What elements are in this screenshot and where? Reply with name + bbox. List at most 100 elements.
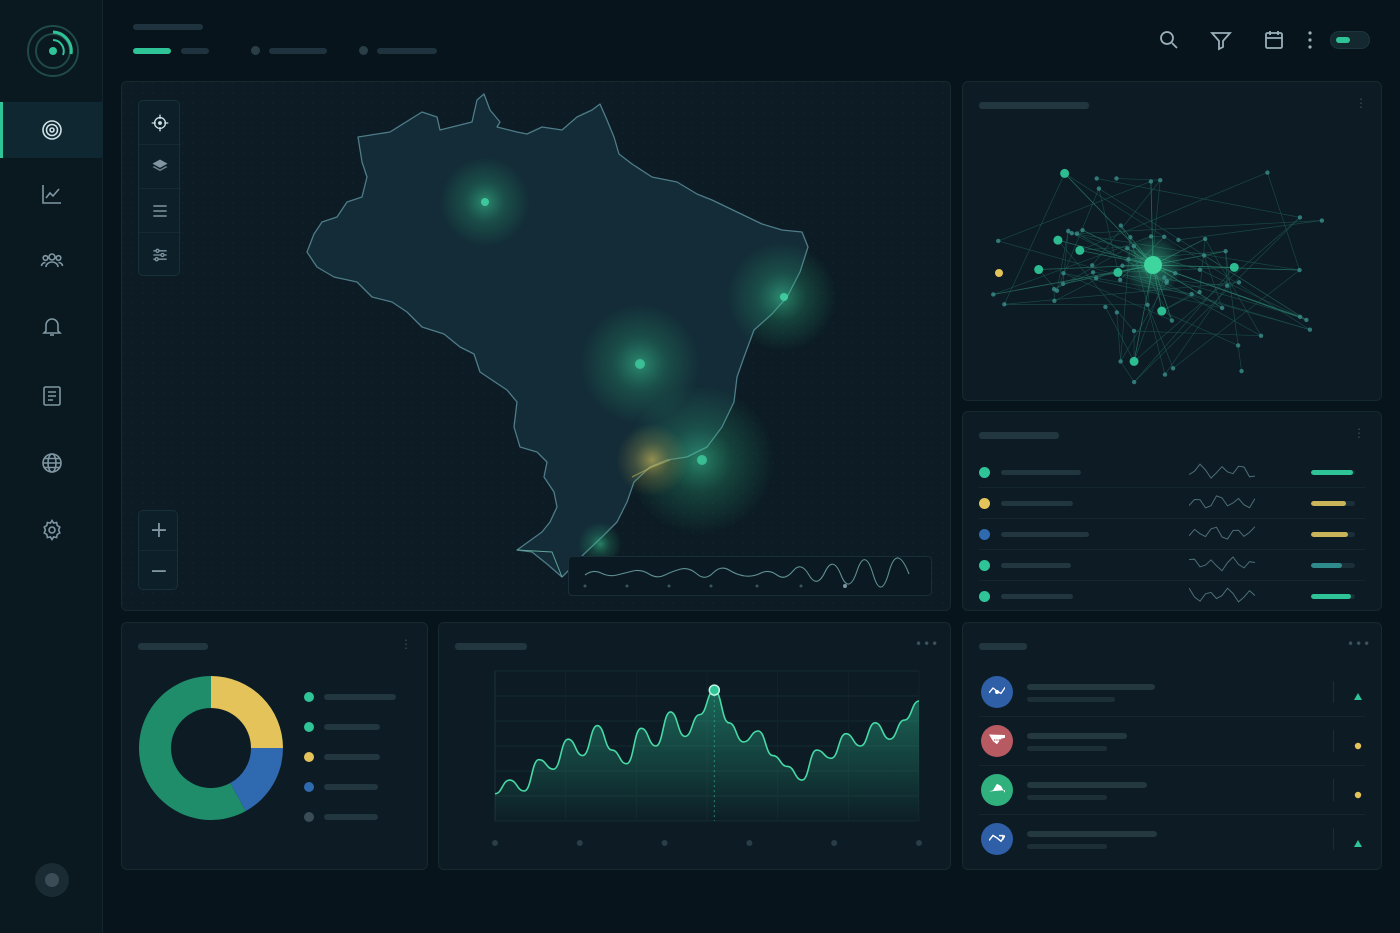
network-node <box>1002 302 1007 307</box>
status-list-panel: ⋮ <box>962 411 1382 611</box>
map-tool-adjust[interactable] <box>139 233 181 277</box>
sliders-icon <box>153 248 167 262</box>
panel-menu-icon[interactable]: ⋮ <box>400 637 413 651</box>
analytics-icon <box>41 185 61 204</box>
users-icon <box>40 253 63 268</box>
network-graph[interactable] <box>963 112 1382 401</box>
list-item[interactable] <box>979 458 1365 488</box>
more-vertical-icon[interactable] <box>1298 28 1322 52</box>
feed-item[interactable] <box>979 814 1365 864</box>
network-node <box>1157 306 1167 316</box>
theme-toggle[interactable] <box>1330 31 1370 49</box>
network-node <box>1090 263 1095 268</box>
sidebar-item-notifications[interactable] <box>0 298 103 354</box>
donut-slice[interactable] <box>211 676 283 748</box>
panel-menu-icon[interactable]: ••• <box>1347 637 1372 651</box>
sidebar-item-settings[interactable] <box>0 502 103 558</box>
network-node <box>1239 368 1244 374</box>
map-tool-menu[interactable] <box>139 189 181 233</box>
zoom-out-button[interactable]: − <box>149 558 169 584</box>
search-icon[interactable] <box>1157 28 1181 52</box>
map-tool-layers[interactable] <box>139 145 181 189</box>
network-node <box>1229 262 1239 272</box>
sidebar-item-radar[interactable] <box>0 102 103 158</box>
network-node <box>1258 333 1264 339</box>
list-item[interactable] <box>979 520 1365 550</box>
panel-menu-icon[interactable]: ••• <box>915 637 940 651</box>
avatar[interactable] <box>35 863 69 897</box>
legend-swatch <box>304 782 314 792</box>
divider <box>1333 730 1334 752</box>
tab-active[interactable] <box>133 48 171 54</box>
network-node <box>995 269 1003 277</box>
network-node <box>991 292 996 297</box>
network-node <box>1307 327 1313 332</box>
trend-up-icon <box>1353 687 1363 706</box>
crosshair-icon <box>151 114 169 131</box>
map-canvas[interactable] <box>122 82 951 611</box>
legend-label-placeholder <box>324 694 396 700</box>
status-dot <box>979 560 990 571</box>
area-fill <box>495 690 919 821</box>
feed-sparkline <box>1235 730 1319 750</box>
x-tick-marker <box>746 840 753 846</box>
tab-three[interactable] <box>377 48 437 54</box>
tab-secondary[interactable] <box>181 48 209 54</box>
network-node <box>1069 230 1074 236</box>
sidebar <box>0 0 103 933</box>
network-node <box>1158 178 1163 183</box>
network-node <box>1265 170 1270 175</box>
timeline-scrubber[interactable] <box>568 556 932 596</box>
list-item[interactable] <box>979 582 1365 610</box>
area-chart[interactable] <box>439 659 951 859</box>
gear-icon <box>42 518 61 542</box>
logo-icon[interactable] <box>26 24 80 78</box>
feed-item[interactable] <box>979 667 1365 717</box>
donut-slice[interactable] <box>230 748 283 812</box>
sidebar-item-analytics[interactable] <box>0 166 103 222</box>
tab-two[interactable] <box>269 48 327 54</box>
status-dot <box>1353 736 1363 755</box>
list-item[interactable] <box>979 489 1365 519</box>
list-item[interactable] <box>979 551 1365 581</box>
divider <box>1333 681 1334 703</box>
sidebar-item-users[interactable] <box>0 232 103 288</box>
sidebar-item-globe[interactable] <box>0 435 103 491</box>
panel-title-placeholder <box>979 432 1059 439</box>
network-node <box>1162 372 1168 377</box>
panel-title-placeholder <box>979 102 1089 109</box>
map-tool-locate[interactable] <box>139 101 181 145</box>
panel-menu-icon[interactable]: ⋮ <box>1355 96 1368 110</box>
legend-label-placeholder <box>324 784 378 790</box>
network-node <box>1113 267 1123 277</box>
calendar-icon[interactable] <box>1262 28 1286 52</box>
feed-subtitle-placeholder <box>1027 844 1107 849</box>
network-hub-node <box>1144 256 1162 274</box>
feed-sparkline <box>1235 681 1319 701</box>
tab-dot <box>359 46 368 55</box>
filter-icon[interactable] <box>1209 28 1233 52</box>
network-node <box>1197 267 1203 272</box>
network-node <box>1162 275 1167 280</box>
panel-menu-icon[interactable]: ⋮ <box>1353 426 1366 440</box>
network-node <box>1090 270 1096 275</box>
feed-item[interactable] <box>979 716 1365 766</box>
network-node <box>1170 366 1176 371</box>
legend-label-placeholder <box>324 724 380 730</box>
network-node <box>1236 280 1242 285</box>
zoom-in-button[interactable]: + <box>139 511 179 551</box>
panel-title-placeholder <box>138 643 208 650</box>
row-sparkline <box>1189 495 1255 509</box>
feed-sparkline <box>1235 779 1319 799</box>
network-node <box>1114 310 1120 315</box>
donut-slice[interactable] <box>139 676 246 820</box>
row-meter <box>1311 532 1355 537</box>
network-node <box>1080 227 1085 233</box>
sidebar-item-documents[interactable] <box>0 368 103 424</box>
feed-subtitle-placeholder <box>1027 746 1107 751</box>
highlight-point[interactable] <box>708 684 721 696</box>
feed-item[interactable] <box>979 765 1365 815</box>
donut-chart[interactable] <box>136 673 286 823</box>
row-sparkline <box>1189 556 1255 572</box>
